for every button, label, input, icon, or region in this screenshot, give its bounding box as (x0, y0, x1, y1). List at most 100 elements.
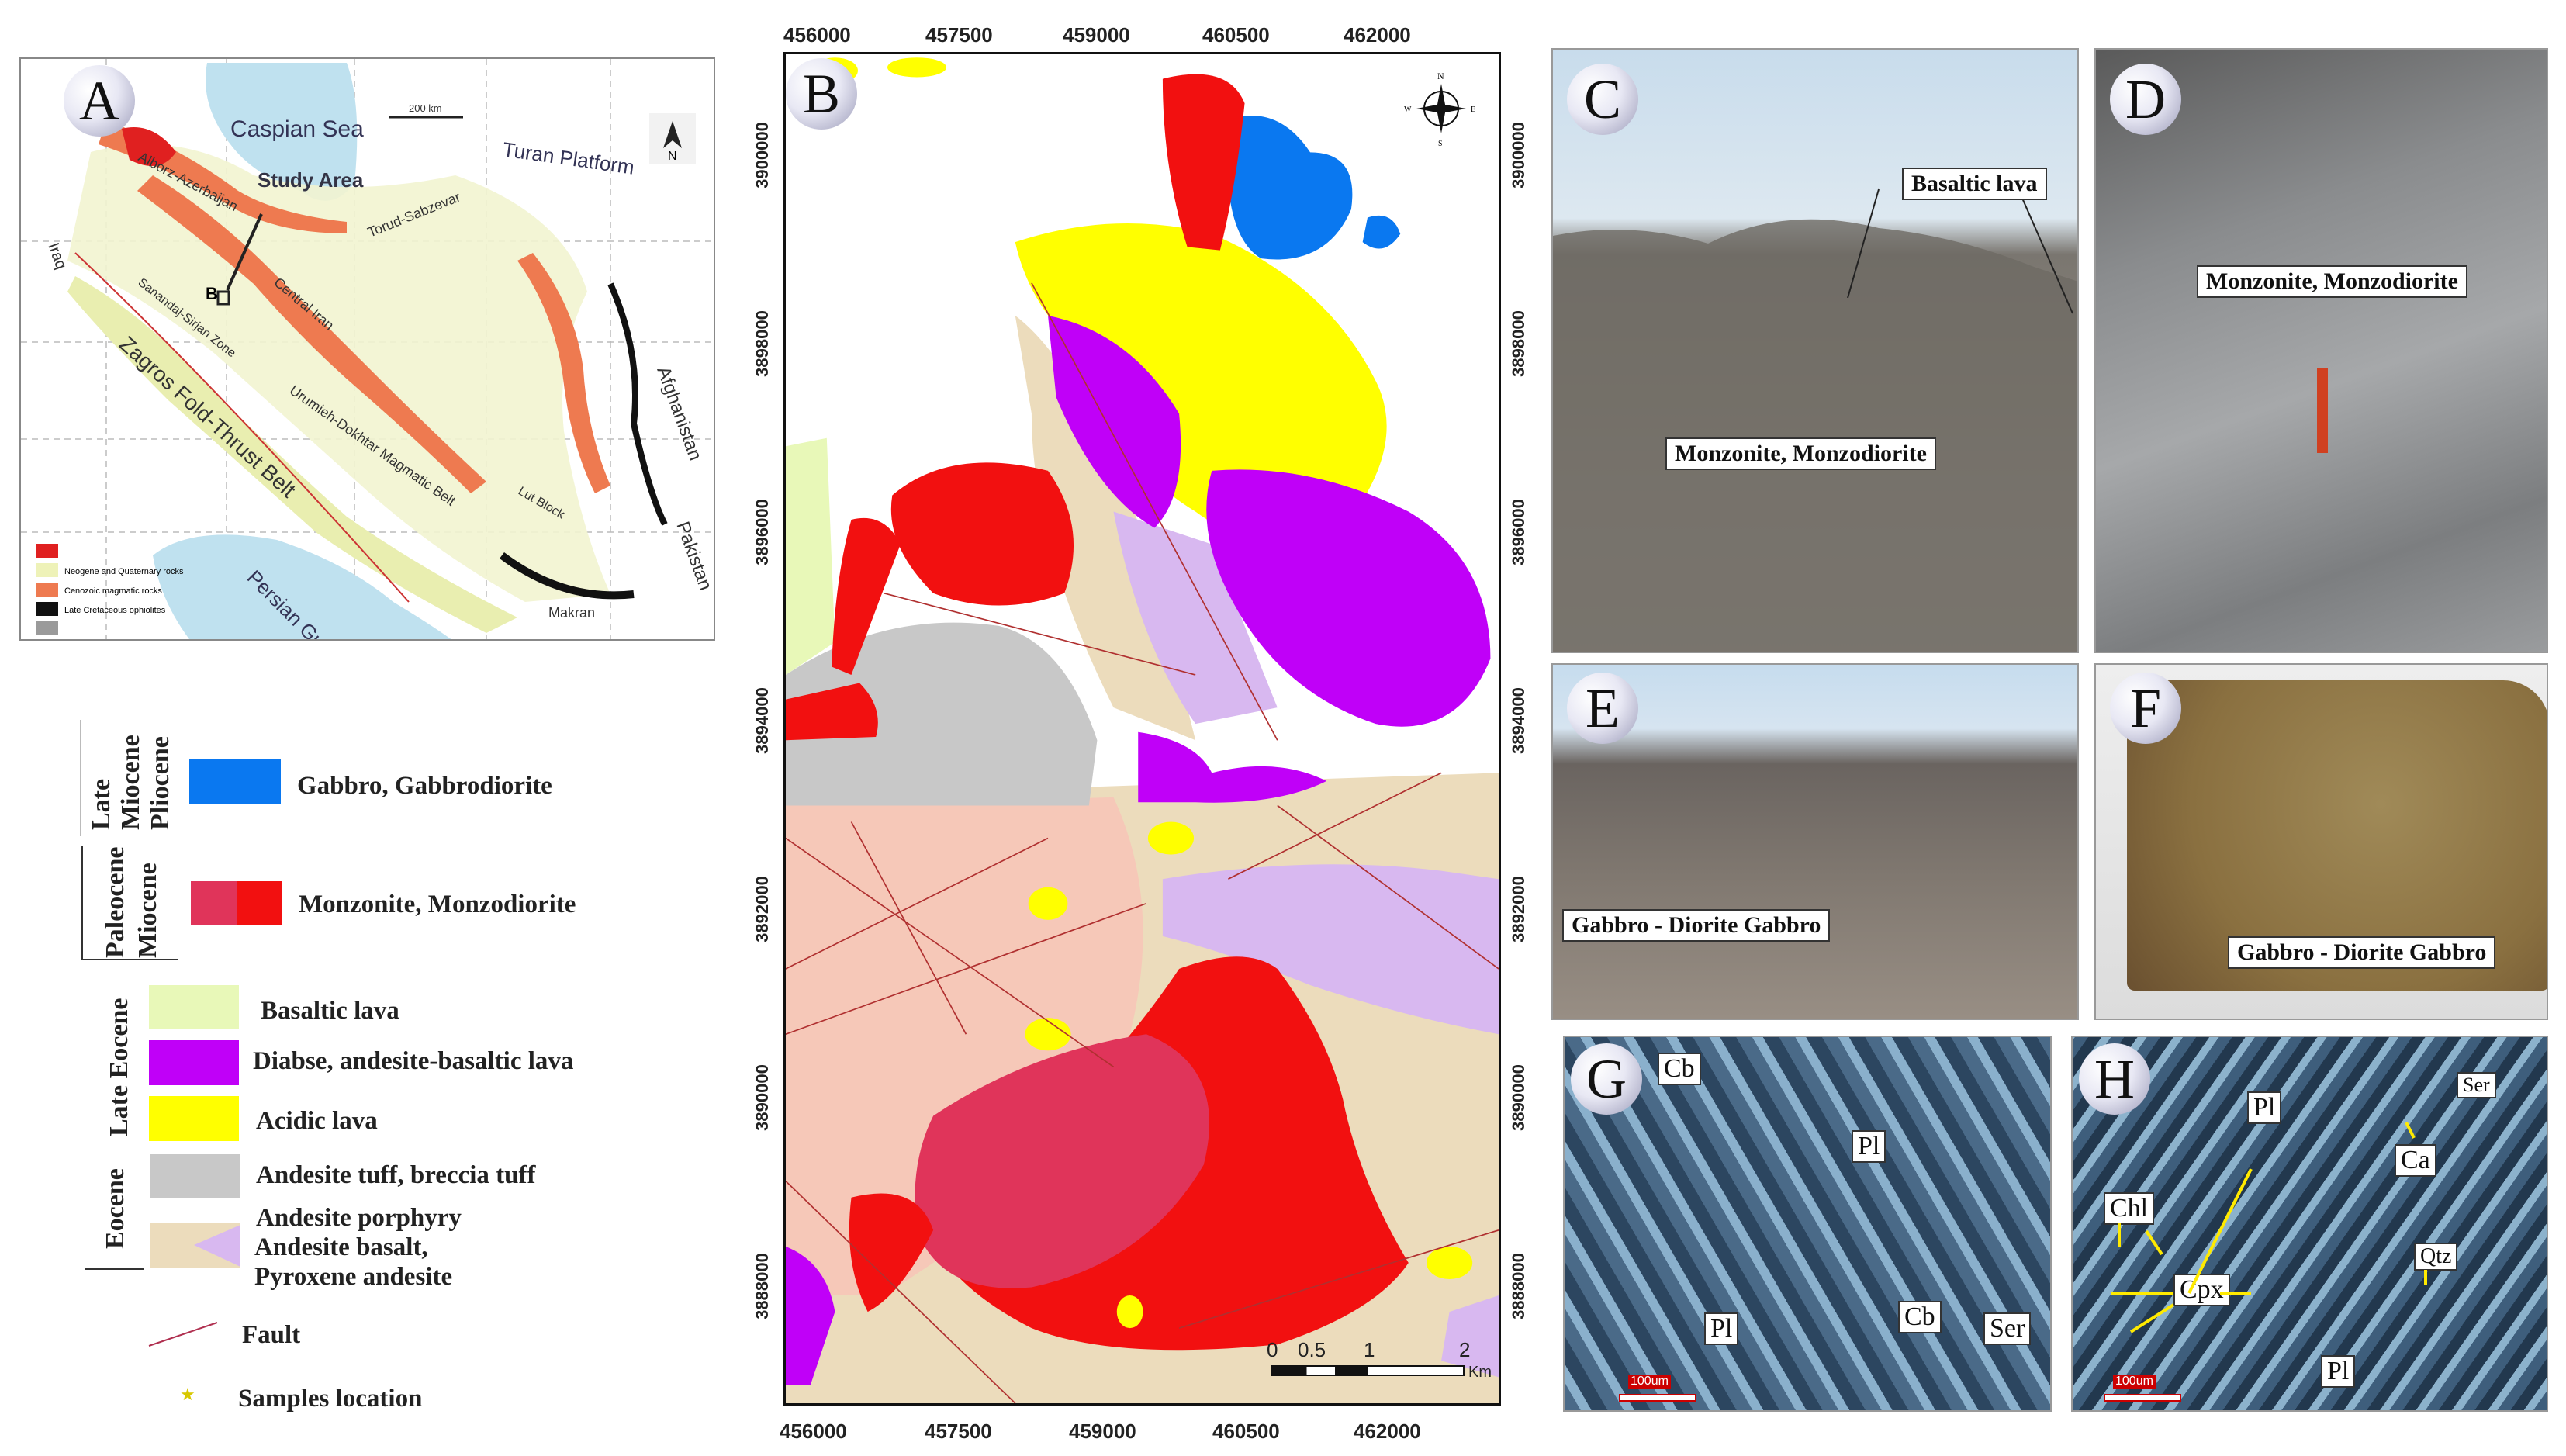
y-tick-left: 3896000 (752, 499, 772, 565)
y-tick-right: 3888000 (1508, 1253, 1528, 1319)
x-tick-bottom: 457500 (925, 1420, 992, 1443)
photo-c-hills: C Basaltic lava Monzonite, Monzodiorite (1551, 48, 2079, 653)
zagros-belt (67, 276, 517, 633)
x-tick-top: 462000 (1344, 23, 1411, 47)
era-label: Eocene (101, 1168, 130, 1249)
legend-monzonite: Monzonite, Monzodiorite (299, 891, 576, 918)
era-label: Miocene (133, 863, 162, 958)
unit-lavender (1113, 511, 1278, 725)
legend-label: Late Cretaceous ophiolites (64, 606, 166, 615)
north-arrow-icon (663, 121, 682, 148)
panel-letter-c: C (1567, 64, 1638, 135)
compass-rose-icon: N S W E (1404, 71, 1475, 147)
photo-label: Monzonite, Monzodiorite (2197, 265, 2467, 298)
era-label: Miocene (116, 735, 145, 830)
acidic-patches (811, 57, 1473, 1329)
unit-diabase-1 (1048, 315, 1181, 528)
legend-andesite-line1: Andesite porphyry (256, 1204, 462, 1232)
unit-diabase-bottom (786, 1246, 835, 1385)
panel-b-geological-map: 456000 457500 459000 460500 462000 45600… (752, 23, 1536, 1456)
x-tick-bottom: 460500 (1212, 1420, 1280, 1443)
compass-n: N (1437, 71, 1444, 81)
unit-andesite-tuff (786, 622, 1098, 806)
unit-monzonite-small (786, 683, 878, 741)
legend-diabase: Diabse, andesite-basaltic lava (253, 1047, 574, 1075)
era-bracket (81, 846, 178, 960)
y-tick-right: 3896000 (1508, 499, 1528, 565)
fault-line-icon (148, 1322, 218, 1347)
x-tick-top: 460500 (1202, 23, 1270, 47)
urumieh-dokhtar-belt (137, 175, 486, 493)
legend-swatch (36, 563, 58, 577)
photo-label: Gabbro - Diorite Gabbro (2228, 936, 2496, 969)
x-tick-bottom: 456000 (780, 1420, 847, 1443)
scale-bar-g (1619, 1394, 1696, 1402)
label-iraq: Iraq (44, 240, 69, 271)
x-tick-top: 459000 (1063, 23, 1130, 47)
photo-label: Gabbro - Diorite Gabbro (1562, 909, 1831, 942)
scale-label: 2 (1459, 1338, 1471, 1361)
x-tick-bottom: 459000 (1069, 1420, 1136, 1443)
panel-letter-d: D (2110, 64, 2181, 135)
era-label: Pliocene (146, 736, 175, 830)
compass-s: S (1438, 140, 1443, 147)
makran-ophiolite (500, 552, 635, 600)
unit-lavender-br (1441, 1295, 1499, 1378)
photo-label: Monzonite, Monzodiorite (1665, 437, 1936, 470)
y-tick-left: 3888000 (752, 1253, 772, 1319)
legend-fault: Fault (242, 1321, 301, 1349)
swatch-monzonite (191, 881, 282, 925)
unit-monzonite-left-bottom (849, 1193, 934, 1312)
y-tick-right: 3900000 (1508, 122, 1528, 188)
caspian-sea (206, 63, 358, 201)
scale-bar-b (1271, 1365, 1465, 1376)
era-label: Late Eocene (105, 998, 133, 1136)
unit-monzonite-strip (832, 517, 901, 676)
scale-label-a: 200 km (409, 102, 442, 114)
fault-lines (786, 282, 1499, 1403)
unit-salmon (786, 797, 1143, 1296)
legend-swatch (36, 544, 58, 558)
legend-b: Late Miocene Pliocene Paleocene Miocene … (0, 698, 729, 1413)
panel-letter-a: A (64, 65, 135, 137)
photo-label: Basaltic lava (1902, 168, 2047, 200)
mineral-label: Cb (1898, 1301, 1942, 1333)
mineral-label: Cb (1658, 1053, 1701, 1085)
label-study-area: Study Area (258, 168, 364, 192)
scale-label: 1 (1364, 1338, 1375, 1361)
legend-basaltic-lava: Basaltic lava (261, 997, 399, 1025)
y-tick-left: 3898000 (752, 310, 772, 377)
panel-letter-b: B (786, 58, 857, 130)
hill-silhouette (1553, 188, 2077, 652)
y-tick-left: 3890000 (752, 1064, 772, 1131)
sistan-belt (517, 253, 610, 493)
scale-label: 0 (1267, 1338, 1278, 1361)
swatch-basaltic-lava (149, 985, 239, 1029)
y-tick-right: 3898000 (1508, 310, 1528, 377)
north-label-a: N (668, 150, 677, 163)
label-b-marker: B (206, 284, 218, 303)
map-a-legend: Neogene and Quaternary rocks Cenozoic ma… (36, 544, 184, 635)
mineral-label: Pl (1704, 1312, 1739, 1345)
label-pakistan: Pakistan (672, 519, 715, 593)
label-makran: Makran (548, 605, 595, 621)
era-underline (85, 1268, 144, 1270)
unit-basaltic-left (786, 437, 835, 676)
micrograph-g: G Cb Pl Pl Cb Ser 100um (1563, 1036, 2052, 1412)
swatch-diabase (149, 1040, 239, 1085)
swatch-gabbro (189, 759, 281, 804)
x-tick-top: 457500 (925, 23, 993, 47)
study-area-arrow (226, 213, 263, 291)
y-tick-left: 3900000 (752, 122, 772, 188)
era-label: Late (87, 778, 116, 830)
panel-letter-h: H (2079, 1043, 2150, 1115)
geology-polygons (786, 57, 1499, 1403)
thrust-line (74, 252, 410, 603)
label-caspian: Caspian Sea (230, 116, 364, 142)
mineral-label: Qtz (2414, 1243, 2458, 1271)
unit-monzonite-top (1162, 74, 1245, 251)
panel-a-iran-map: B Caspian Sea Turan Platform Study Area … (19, 57, 715, 641)
scale-unit: Km (1468, 1364, 1492, 1381)
mineral-label: Chl (2104, 1192, 2155, 1225)
study-area-box (216, 290, 230, 306)
